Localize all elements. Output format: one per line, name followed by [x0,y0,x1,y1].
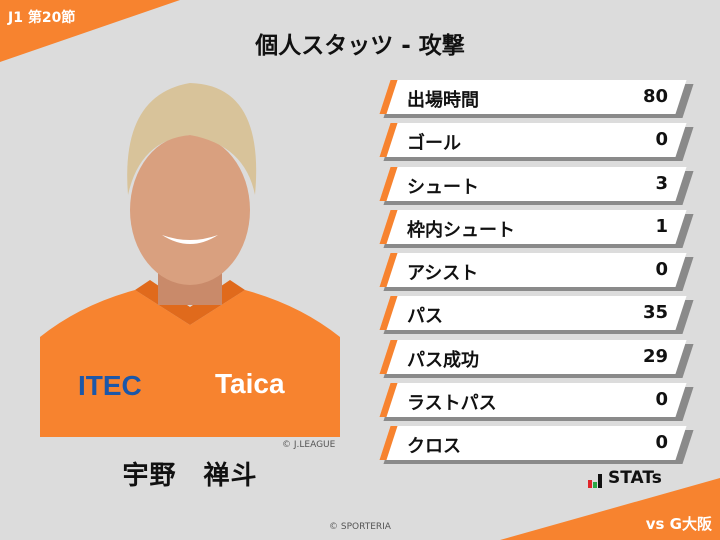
stat-value: 29 [642,345,668,367]
stat-row: ゴール 0 [379,123,694,162]
round-label: J1 第20節 [8,10,76,26]
stat-row: シュート 3 [379,166,694,205]
stat-row: ラストパス 0 [379,383,694,422]
stat-value: 0 [655,432,668,454]
stat-row: 枠内シュート 1 [379,209,694,248]
photo-credit: © J.LEAGUE [282,440,336,450]
stat-label: ゴール [407,133,461,155]
corner-banner-top [0,0,180,62]
stat-row: アシスト 0 [379,253,694,292]
svg-text:ITEC: ITEC [78,370,142,401]
corner-banner-bottom [500,478,720,540]
sponsor-logo: Taica [215,368,285,399]
stat-label: ラストパス [407,393,497,415]
stats-list: 出場時間 80 ゴール 0 シュート 3 枠内シュート 1 アシスト 0 パス 35 パス成… [379,80,694,470]
stat-value: 3 [655,172,668,194]
copyright: © SPORTERIA [329,522,391,532]
stat-row: パス成功 29 [379,339,694,378]
stat-label: パス成功 [407,349,479,371]
stat-label: 枠内シュート [407,219,515,241]
stat-row: 出場時間 80 [379,80,694,118]
stat-row: クロス 0 [379,426,694,465]
stat-value: 35 [642,302,668,324]
page-title: 個人スタッツ - 攻撃 [255,33,465,59]
stat-value: 0 [655,259,668,281]
stat-label: パス [407,306,443,328]
stat-label: シュート [407,176,479,198]
stat-row: パス 35 [379,296,694,335]
stat-value: 80 [642,86,668,107]
stat-label: クロス [407,436,461,458]
stat-value: 1 [655,215,668,237]
player-photo: ITEC Taica [40,75,340,437]
player-name: 宇野 禅斗 [122,461,258,491]
stat-label: 出場時間 [407,90,479,111]
opponent-label: vs G大阪 [645,515,712,533]
stat-label: アシスト [407,263,479,285]
stat-value: 0 [655,389,668,411]
stat-value: 0 [655,129,668,151]
